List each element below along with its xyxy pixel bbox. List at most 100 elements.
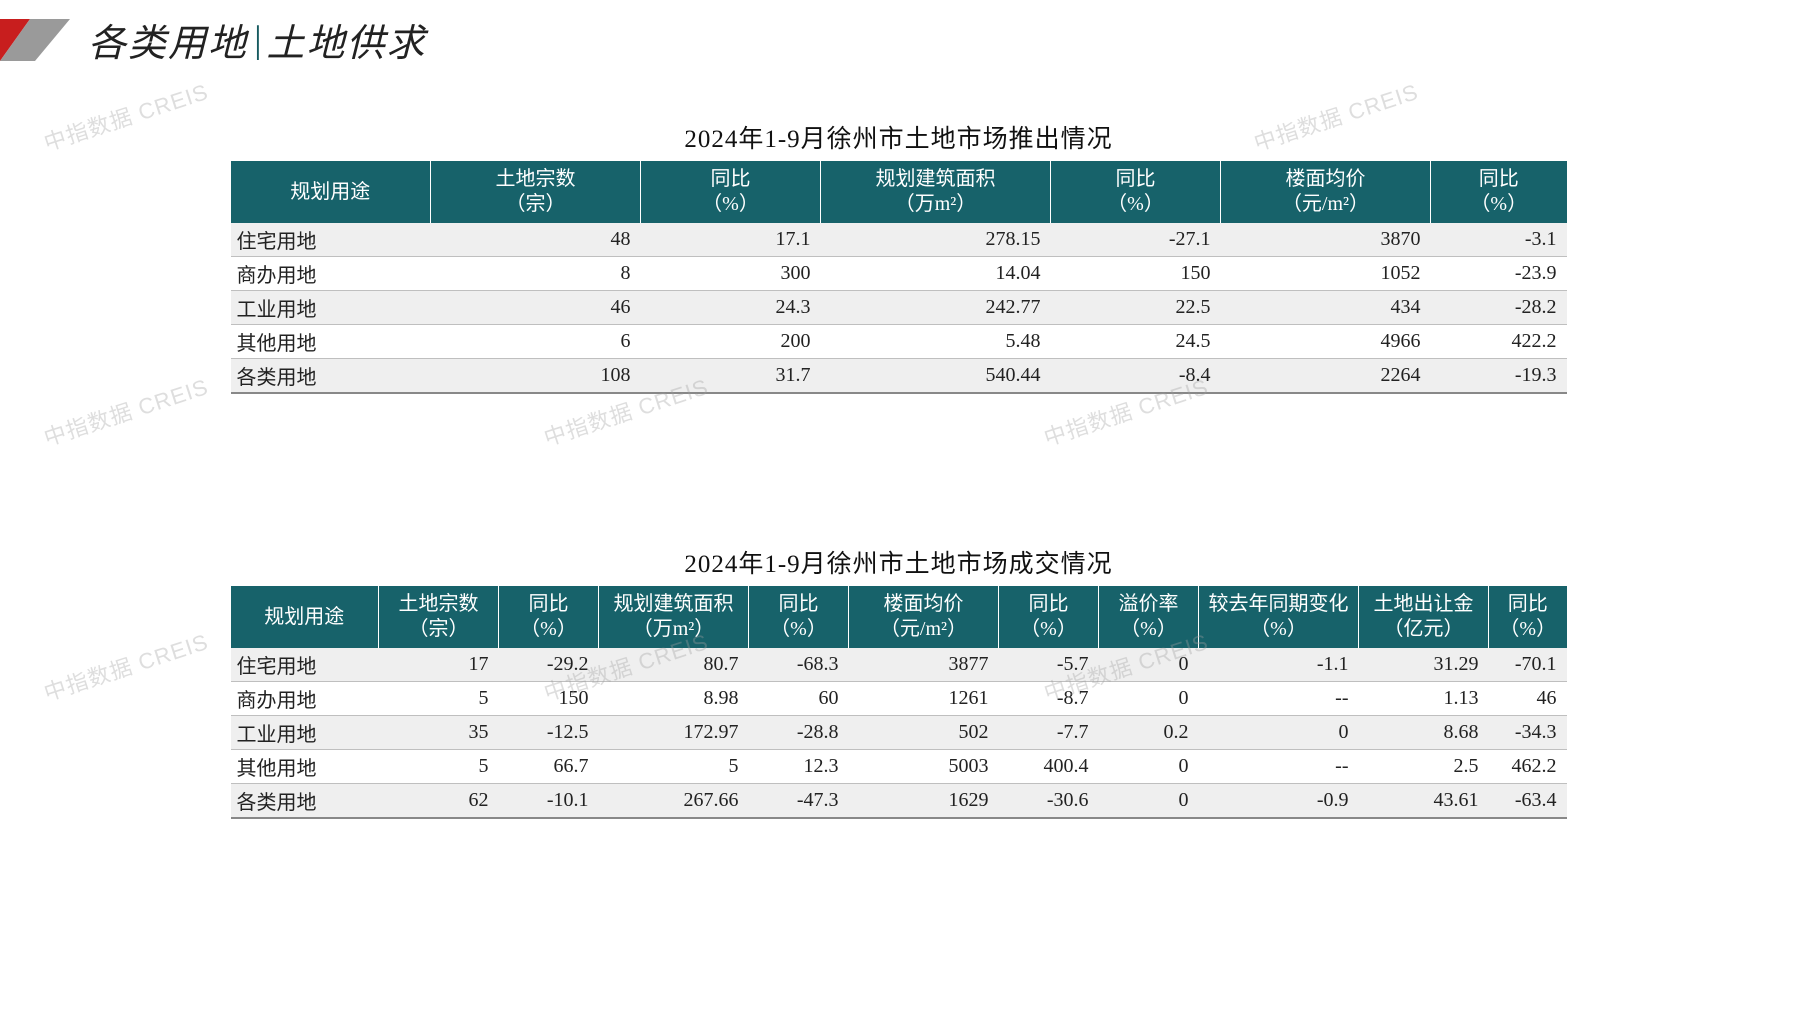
row-value: 6 bbox=[431, 325, 641, 359]
row-value: 17 bbox=[379, 648, 499, 682]
row-value: -68.3 bbox=[749, 648, 849, 682]
row-label: 工业用地 bbox=[231, 716, 379, 750]
row-value: -29.2 bbox=[499, 648, 599, 682]
row-value: 2264 bbox=[1221, 359, 1431, 394]
table2-col-header: 规划用途 bbox=[231, 586, 379, 648]
title-right: 土地供求 bbox=[266, 12, 426, 67]
row-value: 80.7 bbox=[599, 648, 749, 682]
table1-col-header: 同比（%） bbox=[1431, 161, 1567, 223]
row-value: -19.3 bbox=[1431, 359, 1567, 394]
row-value: 5 bbox=[379, 682, 499, 716]
row-value: 66.7 bbox=[499, 750, 599, 784]
table1-col-header: 同比（%） bbox=[1051, 161, 1221, 223]
table2-col-header: 同比（%） bbox=[749, 586, 849, 648]
row-value: -- bbox=[1199, 682, 1359, 716]
table2-col-header: 规划建筑面积（万m²） bbox=[599, 586, 749, 648]
table-row: 各类用地10831.7540.44-8.42264-19.3 bbox=[231, 359, 1567, 394]
row-label: 商办用地 bbox=[231, 257, 431, 291]
row-value: 267.66 bbox=[599, 784, 749, 819]
row-value: 1052 bbox=[1221, 257, 1431, 291]
table2-col-header: 土地出让金（亿元） bbox=[1359, 586, 1489, 648]
table2: 规划用途土地宗数（宗）同比（%）规划建筑面积（万m²）同比（%）楼面均价（元/m… bbox=[231, 586, 1567, 819]
table2-col-header: 较去年同期变化（%） bbox=[1199, 586, 1359, 648]
row-value: 46 bbox=[1489, 682, 1567, 716]
table-row: 工业用地4624.3242.7722.5434-28.2 bbox=[231, 291, 1567, 325]
row-value: 172.97 bbox=[599, 716, 749, 750]
row-value: 278.15 bbox=[821, 223, 1051, 257]
row-value: -28.2 bbox=[1431, 291, 1567, 325]
row-value: 8.98 bbox=[599, 682, 749, 716]
table2-head: 规划用途土地宗数（宗）同比（%）规划建筑面积（万m²）同比（%）楼面均价（元/m… bbox=[231, 586, 1567, 648]
row-value: -0.9 bbox=[1199, 784, 1359, 819]
row-value: 17.1 bbox=[641, 223, 821, 257]
row-value: 5.48 bbox=[821, 325, 1051, 359]
table1-col-header: 土地宗数（宗） bbox=[431, 161, 641, 223]
row-value: 1629 bbox=[849, 784, 999, 819]
table-row: 各类用地62-10.1267.66-47.31629-30.60-0.943.6… bbox=[231, 784, 1567, 819]
table-row: 其他用地566.7512.35003400.40--2.5462.2 bbox=[231, 750, 1567, 784]
row-label: 商办用地 bbox=[231, 682, 379, 716]
row-value: 8 bbox=[431, 257, 641, 291]
row-value: -- bbox=[1199, 750, 1359, 784]
row-value: 0 bbox=[1199, 716, 1359, 750]
logo-icon bbox=[0, 19, 70, 61]
row-value: -8.4 bbox=[1051, 359, 1221, 394]
row-label: 其他用地 bbox=[231, 750, 379, 784]
row-value: -47.3 bbox=[749, 784, 849, 819]
row-value: 0.2 bbox=[1099, 716, 1199, 750]
row-value: 540.44 bbox=[821, 359, 1051, 394]
row-label: 住宅用地 bbox=[231, 223, 431, 257]
row-value: 43.61 bbox=[1359, 784, 1489, 819]
table-row: 住宅用地4817.1278.15-27.13870-3.1 bbox=[231, 223, 1567, 257]
row-value: 300 bbox=[641, 257, 821, 291]
row-value: 3870 bbox=[1221, 223, 1431, 257]
row-value: -7.7 bbox=[999, 716, 1099, 750]
row-value: -23.9 bbox=[1431, 257, 1567, 291]
table1-head: 规划用途土地宗数（宗）同比（%）规划建筑面积（万m²）同比（%）楼面均价（元/m… bbox=[231, 161, 1567, 223]
table1-body: 住宅用地4817.1278.15-27.13870-3.1商办用地830014.… bbox=[231, 223, 1567, 393]
watermark: 中指数据 CREIS bbox=[39, 624, 212, 707]
row-value: 22.5 bbox=[1051, 291, 1221, 325]
table-row: 商办用地830014.041501052-23.9 bbox=[231, 257, 1567, 291]
row-value: -27.1 bbox=[1051, 223, 1221, 257]
table1: 规划用途土地宗数（宗）同比（%）规划建筑面积（万m²）同比（%）楼面均价（元/m… bbox=[231, 161, 1567, 394]
page-header: 各类用地 | 土地供求 bbox=[0, 0, 1797, 75]
row-value: 5 bbox=[599, 750, 749, 784]
row-value: 31.7 bbox=[641, 359, 821, 394]
row-label: 住宅用地 bbox=[231, 648, 379, 682]
row-value: 24.5 bbox=[1051, 325, 1221, 359]
row-value: 35 bbox=[379, 716, 499, 750]
table1-col-header: 规划用途 bbox=[231, 161, 431, 223]
table1-col-header: 同比（%） bbox=[641, 161, 821, 223]
row-value: 400.4 bbox=[999, 750, 1099, 784]
row-value: 422.2 bbox=[1431, 325, 1567, 359]
row-value: 24.3 bbox=[641, 291, 821, 325]
row-value: 0 bbox=[1099, 784, 1199, 819]
row-value: 12.3 bbox=[749, 750, 849, 784]
row-value: 0 bbox=[1099, 750, 1199, 784]
row-value: -63.4 bbox=[1489, 784, 1567, 819]
row-value: 3877 bbox=[849, 648, 999, 682]
row-value: 150 bbox=[499, 682, 599, 716]
table2-col-header: 楼面均价（元/m²） bbox=[849, 586, 999, 648]
table2-col-header: 溢价率（%） bbox=[1099, 586, 1199, 648]
row-value: 5003 bbox=[849, 750, 999, 784]
row-value: -3.1 bbox=[1431, 223, 1567, 257]
table-row: 住宅用地17-29.280.7-68.33877-5.70-1.131.29-7… bbox=[231, 648, 1567, 682]
row-label: 其他用地 bbox=[231, 325, 431, 359]
row-value: 502 bbox=[849, 716, 999, 750]
row-value: 200 bbox=[641, 325, 821, 359]
row-value: 1261 bbox=[849, 682, 999, 716]
row-value: 108 bbox=[431, 359, 641, 394]
row-value: 462.2 bbox=[1489, 750, 1567, 784]
table1-col-header: 规划建筑面积（万m²） bbox=[821, 161, 1051, 223]
row-label: 各类用地 bbox=[231, 784, 379, 819]
table2-col-header: 同比（%） bbox=[999, 586, 1099, 648]
table1-title: 2024年1-9月徐州市土地市场推出情况 bbox=[0, 119, 1797, 155]
title-left: 各类用地 bbox=[88, 12, 248, 67]
row-value: -1.1 bbox=[1199, 648, 1359, 682]
row-value: 31.29 bbox=[1359, 648, 1489, 682]
table2-title: 2024年1-9月徐州市土地市场成交情况 bbox=[0, 544, 1797, 580]
row-value: 0 bbox=[1099, 682, 1199, 716]
row-value: -5.7 bbox=[999, 648, 1099, 682]
